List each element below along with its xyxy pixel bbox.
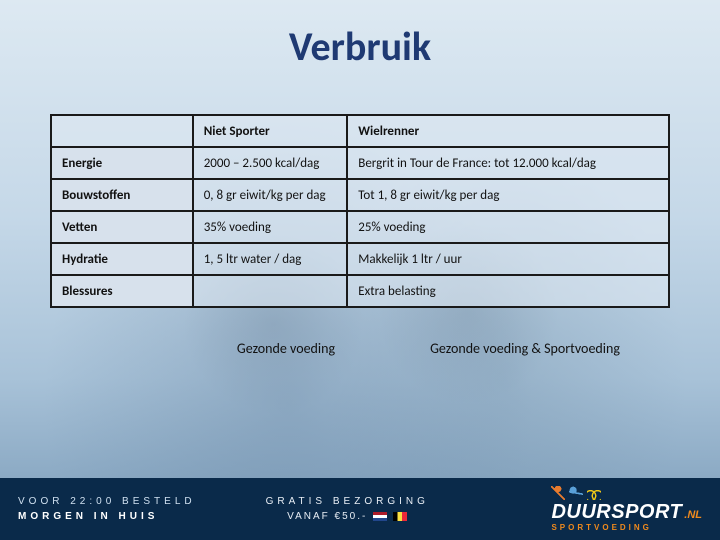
flag-nl-icon [373, 512, 387, 521]
row-label: Bouwstoffen [51, 179, 193, 211]
footer-mid-block: GRATIS BEZORGING VANAF €50.- [266, 494, 429, 524]
row-label: Blessures [51, 275, 193, 307]
cell: Tot 1, 8 gr eiwit/kg per dag [347, 179, 669, 211]
table-row: Blessures Extra belasting [51, 275, 669, 307]
brand-logo: DUURSPORT .NL SPORTVOEDING [551, 502, 702, 532]
row-label: Hydratie [51, 243, 193, 275]
footer-left-line2: MORGEN IN HUIS [18, 509, 196, 524]
footer-mid-line2: VANAF €50.- [287, 509, 407, 524]
cell: 35% voeding [193, 211, 348, 243]
footer-mid-line1: GRATIS BEZORGING [266, 494, 429, 509]
brand-main-text: DUURSPORT [551, 502, 682, 522]
comparison-table: Niet Sporter Wielrenner Energie 2000 – 2… [50, 114, 670, 308]
brand-sub-text: SPORTVOEDING [551, 524, 702, 532]
row-label: Energie [51, 147, 193, 179]
table-row: Bouwstoffen 0, 8 gr eiwit/kg per dag Tot… [51, 179, 669, 211]
flag-be-icon [393, 512, 407, 521]
footer-bar: VOOR 22:00 BESTELD MORGEN IN HUIS GRATIS… [0, 478, 720, 540]
cell: 1, 5 ltr water / dag [193, 243, 348, 275]
row-label: Vetten [51, 211, 193, 243]
table-header-row: Niet Sporter Wielrenner [51, 115, 669, 147]
column-header-wielrenner: Wielrenner [347, 115, 669, 147]
cell: 2000 – 2.500 kcal/dag [193, 147, 348, 179]
table-row: Hydratie 1, 5 ltr water / dag Makkelijk … [51, 243, 669, 275]
cell: Extra belasting [347, 275, 669, 307]
footer-left-block: VOOR 22:00 BESTELD MORGEN IN HUIS [18, 494, 196, 524]
column-header-niet-sporter: Niet Sporter [193, 115, 348, 147]
cell: 0, 8 gr eiwit/kg per dag [193, 179, 348, 211]
table-row: Energie 2000 – 2.500 kcal/dag Bergrit in… [51, 147, 669, 179]
cyclist-icon [587, 486, 601, 500]
page-title: Verbruik [0, 22, 720, 71]
caption-left: Gezonde voeding [192, 330, 380, 357]
brand-block: DUURSPORT .NL SPORTVOEDING [551, 486, 702, 532]
header-empty-cell [51, 115, 193, 147]
cell [193, 275, 348, 307]
table-row: Vetten 35% voeding 25% voeding [51, 211, 669, 243]
sport-icons [551, 486, 702, 500]
caption-spacer [50, 330, 192, 357]
runner-icon [551, 486, 565, 500]
cell: Makkelijk 1 ltr / uur [347, 243, 669, 275]
footer-right-block: DUURSPORT .NL SPORTVOEDING [551, 486, 702, 532]
cell: Bergrit in Tour de France: tot 12.000 kc… [347, 147, 669, 179]
swimmer-icon [569, 486, 583, 500]
caption-row: Gezonde voeding Gezonde voeding & Sportv… [50, 330, 670, 357]
footer-mid-price: VANAF €50.- [287, 509, 367, 524]
brand-tld-text: .NL [684, 510, 702, 521]
cell: 25% voeding [347, 211, 669, 243]
caption-right: Gezonde voeding & Sportvoeding [380, 330, 670, 357]
footer-left-line1: VOOR 22:00 BESTELD [18, 494, 196, 509]
